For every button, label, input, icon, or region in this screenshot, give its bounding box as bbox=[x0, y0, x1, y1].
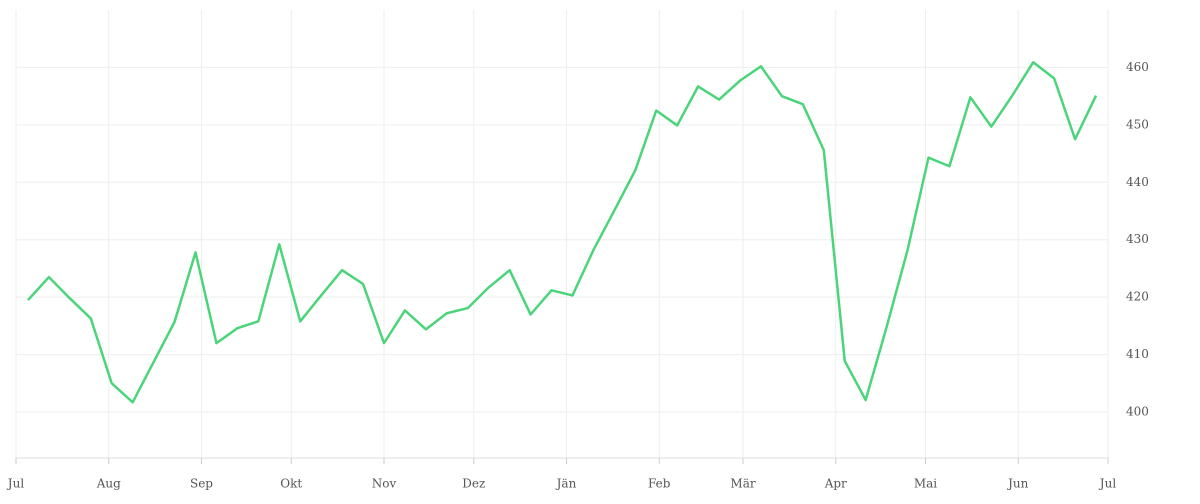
x-tick-label: Feb bbox=[648, 477, 671, 491]
data-line bbox=[27, 61, 1098, 404]
y-tick-label: 430 bbox=[1126, 232, 1149, 246]
x-tick-label: Nov bbox=[372, 477, 397, 491]
x-tick-label: Sep bbox=[190, 477, 213, 491]
y-tick-label: 400 bbox=[1126, 405, 1149, 419]
x-tick-label: Mär bbox=[730, 477, 755, 491]
y-tick-label: 450 bbox=[1126, 117, 1149, 131]
x-tick-label: Okt bbox=[280, 477, 302, 491]
x-tick-label: Dez bbox=[462, 477, 485, 491]
x-tick-label: Aug bbox=[96, 477, 121, 491]
y-tick-label: 460 bbox=[1126, 60, 1149, 74]
x-tick-label: Jul bbox=[1098, 477, 1117, 491]
y-tick-label: 440 bbox=[1126, 175, 1149, 189]
x-tick-label: Jän bbox=[555, 477, 577, 491]
x-tick-label: Jul bbox=[6, 477, 25, 491]
y-tick-label: 410 bbox=[1126, 347, 1149, 361]
x-tick-label: Mai bbox=[914, 477, 937, 491]
x-tick-label: Apr bbox=[824, 477, 847, 491]
y-tick-label: 420 bbox=[1126, 290, 1149, 304]
x-tick-label: Jun bbox=[1006, 477, 1029, 491]
